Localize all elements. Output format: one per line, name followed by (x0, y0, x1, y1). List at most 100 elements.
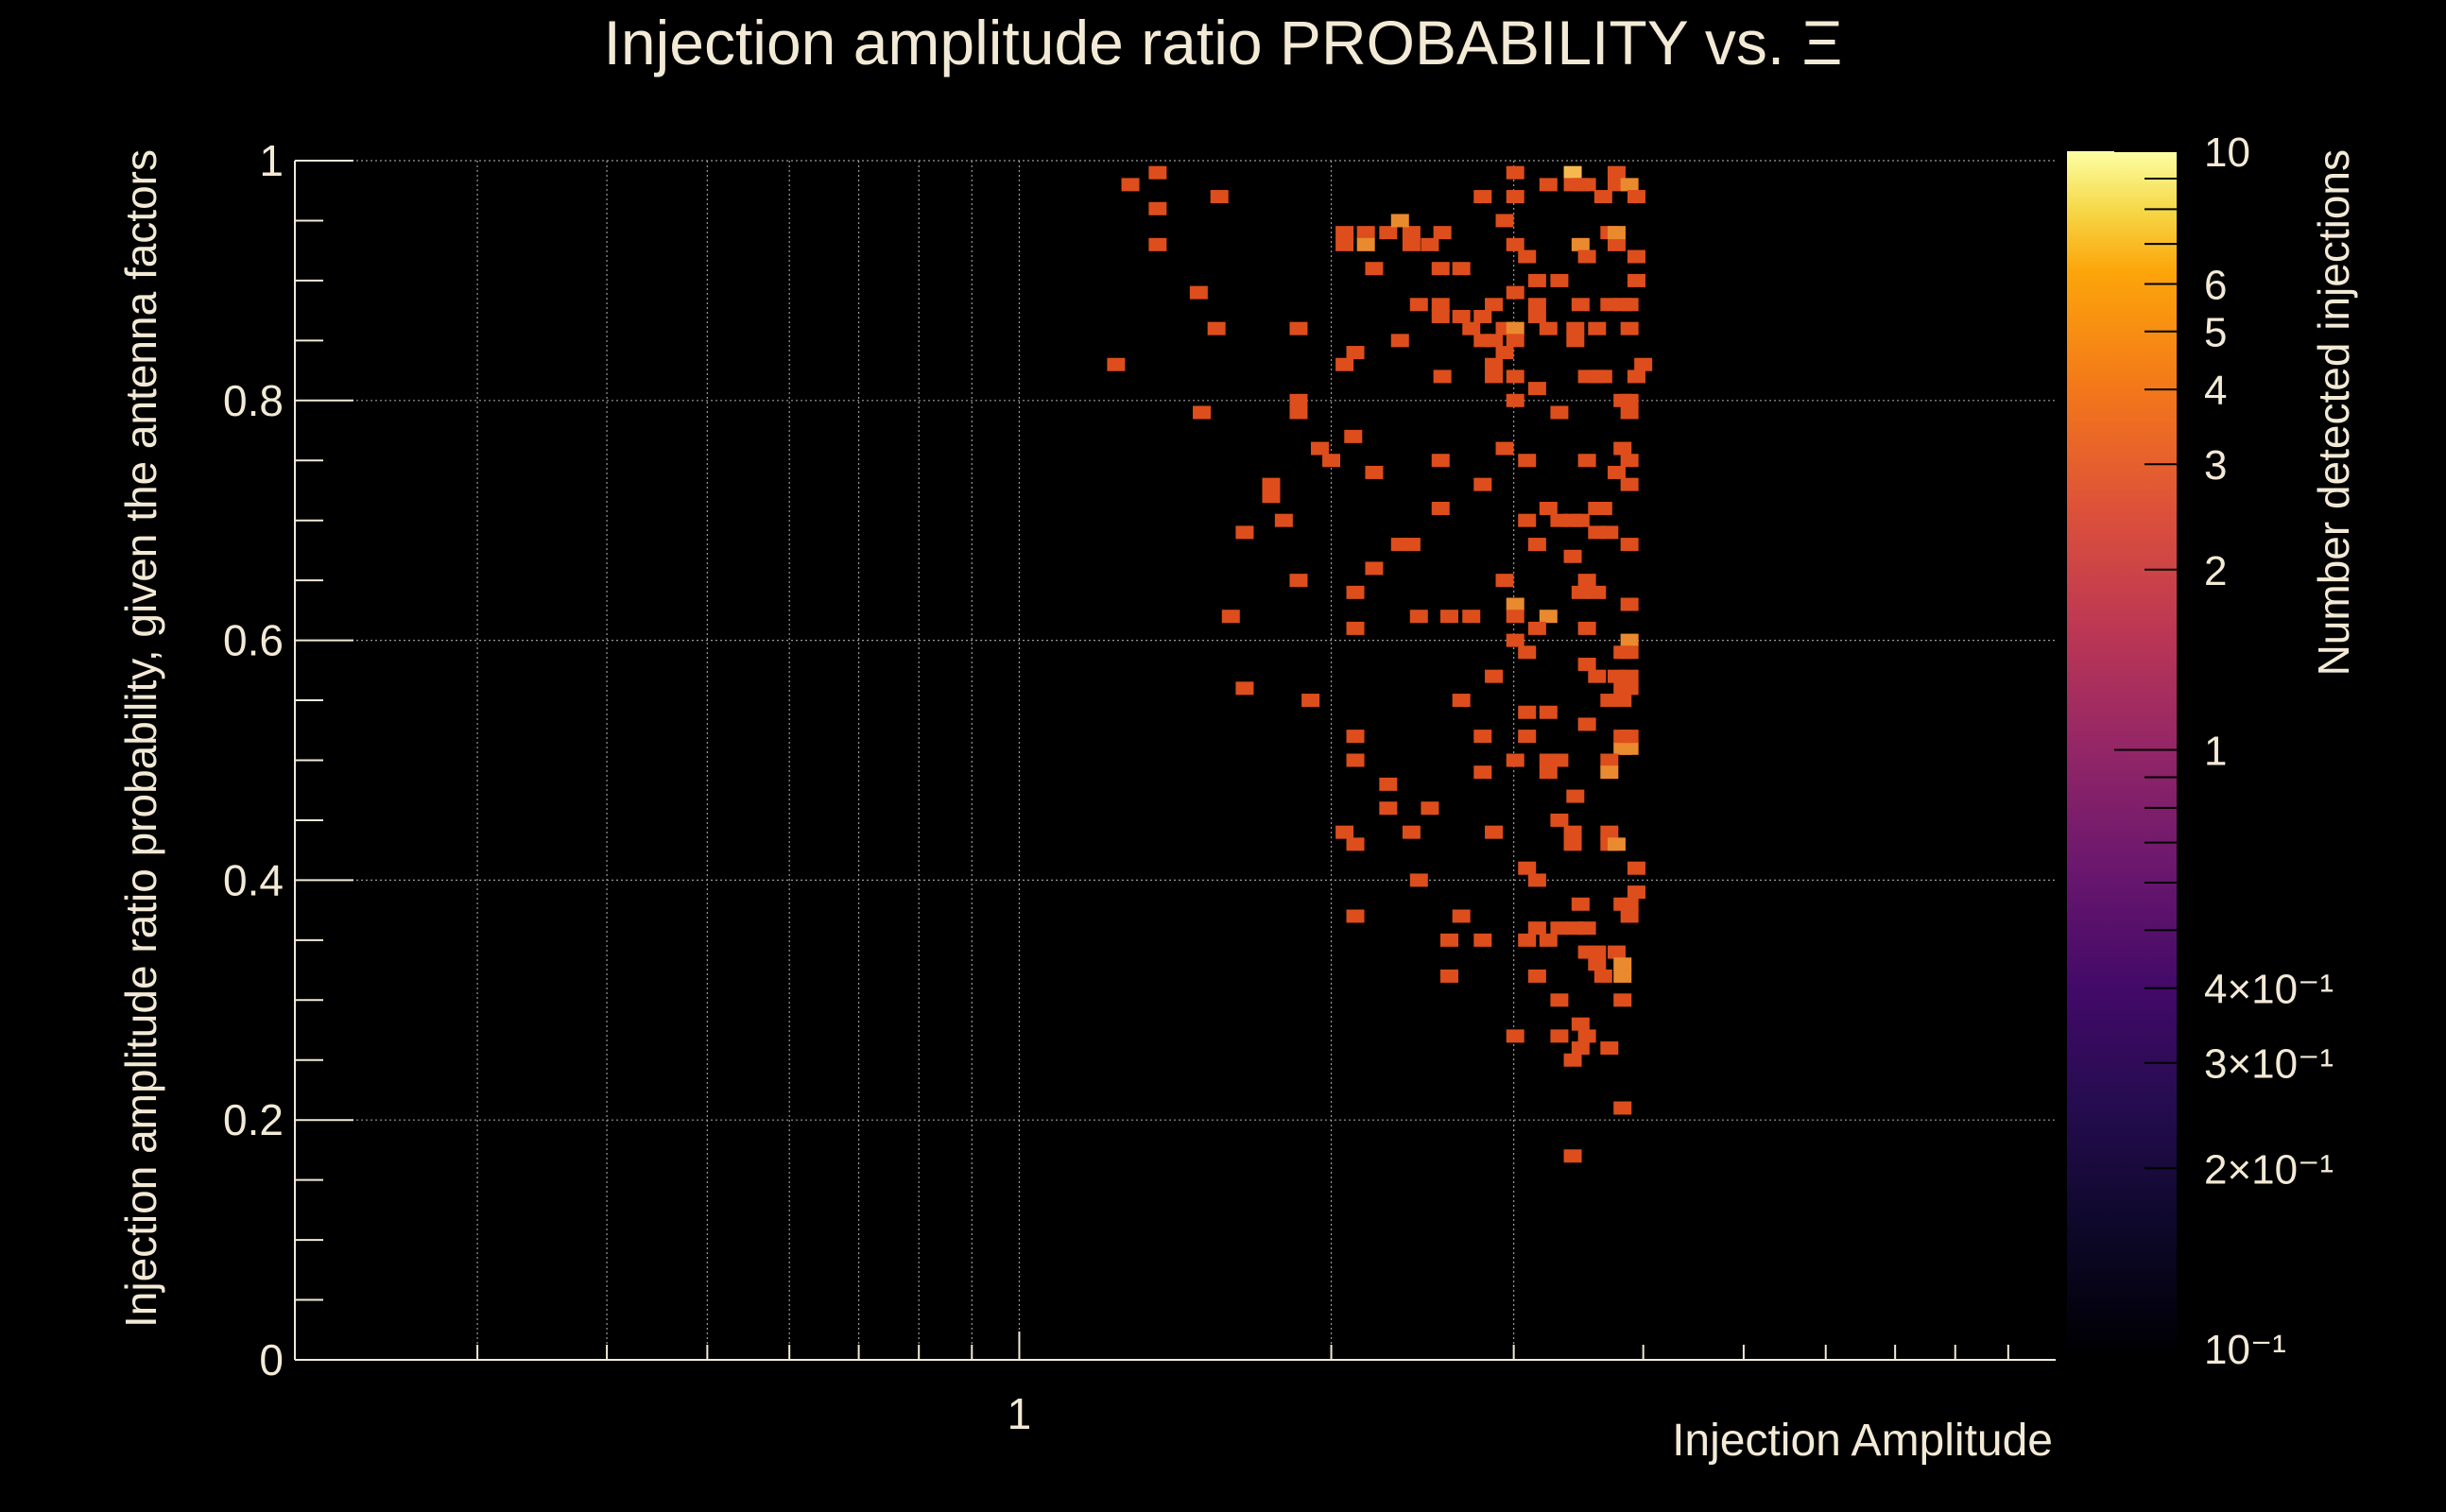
heatmap-cell (1527, 538, 1546, 552)
heatmap-cell (1346, 585, 1365, 599)
heatmap-cell (1600, 525, 1619, 540)
heatmap-cell (1620, 178, 1639, 192)
heatmap-cell (1600, 765, 1619, 780)
colorbar-label: Number detected injections (2309, 149, 2358, 676)
heatmap-cell (1346, 909, 1365, 923)
grid-lines (294, 160, 2056, 1360)
heatmap-cell (1365, 465, 1384, 479)
heatmap-cell (1613, 1101, 1632, 1115)
heatmap-cell (1613, 897, 1632, 911)
heatmap-cell (1550, 1029, 1569, 1043)
heatmap-cell (1527, 298, 1546, 312)
heatmap-cell (1593, 969, 1612, 983)
y-tick-label: 0.2 (223, 1095, 284, 1144)
heatmap-cell (1550, 813, 1569, 827)
heatmap-cell (1539, 502, 1558, 516)
heatmap-cell (1335, 825, 1354, 839)
heatmap-cell (1207, 321, 1226, 335)
heatmap-cell (1607, 945, 1626, 959)
heatmap-cell (1600, 753, 1619, 767)
colorbar-tick-label: 3×10⁻¹ (2204, 1041, 2334, 1088)
heatmap-cell (1506, 633, 1524, 647)
heatmap-cell (1518, 705, 1537, 719)
heatmap-cell (1335, 226, 1354, 240)
heatmap-cell (1346, 753, 1365, 767)
heatmap-cell (1620, 909, 1639, 923)
heatmap-cell (1473, 765, 1492, 780)
heatmap-cell (1221, 610, 1240, 624)
heatmap-cell (1485, 357, 1504, 371)
heatmap-cell (1289, 393, 1308, 407)
heatmap-cell (1620, 405, 1639, 420)
heatmap-cell (1402, 538, 1421, 552)
heatmap-cell (1577, 717, 1596, 731)
heatmap-cell (1485, 369, 1504, 384)
heatmap-cell (1566, 334, 1585, 348)
heatmap-cell (1563, 1053, 1582, 1067)
colorbar-tick-label: 3 (2204, 442, 2227, 489)
colorbar-tick-label: 1 (2204, 729, 2227, 775)
y-tick-label: 0.6 (223, 616, 284, 665)
heatmap-cell (1485, 669, 1504, 683)
heatmap-cell (1613, 969, 1632, 983)
heatmap-cell (1588, 669, 1607, 683)
heatmap-cell (1577, 454, 1596, 468)
heatmap-cell (1620, 633, 1639, 647)
colorbar-tick-label: 6 (2204, 263, 2227, 309)
heatmap-cell (1506, 1029, 1524, 1043)
heatmap-cell (1518, 513, 1537, 527)
y-tick-label: 1 (259, 136, 284, 185)
heatmap-cell (1506, 237, 1524, 251)
heatmap-cell (1274, 513, 1293, 527)
heatmap-cell (1518, 645, 1537, 660)
heatmap-cell (1485, 298, 1504, 312)
colorbar-tick-label: 10 (2204, 129, 2250, 176)
y-axis-label: Injection amplitude ratio probability, g… (116, 149, 165, 1328)
heatmap-cell (1620, 730, 1639, 744)
heatmap-cell (1588, 585, 1607, 599)
heatmap-cell (1439, 969, 1458, 983)
y-tick-label: 0 (259, 1335, 284, 1384)
heatmap-cell (1620, 669, 1639, 683)
heatmap-cell (1607, 837, 1626, 851)
heatmap-cell (1390, 334, 1409, 348)
heatmap-cell (1148, 165, 1167, 180)
heatmap-cell (1506, 165, 1524, 180)
heatmap-cell (1620, 645, 1639, 660)
heatmap-cell (1235, 681, 1254, 696)
heatmap-cell (1473, 309, 1492, 323)
heatmap-cell (1607, 165, 1626, 180)
heatmap-cell (1613, 694, 1632, 708)
heatmap-cell (1356, 226, 1375, 240)
heatmap-cell (1518, 454, 1537, 468)
heatmap-cell (1439, 610, 1458, 624)
heatmap-cell (1262, 490, 1281, 504)
heatmap-cell (1495, 574, 1514, 588)
heatmap-cell (1571, 513, 1590, 527)
heatmap-cell (1289, 574, 1308, 588)
heatmap-cell (1571, 298, 1590, 312)
colorbar-tick-label: 4 (2204, 368, 2227, 414)
heatmap-cell (1379, 226, 1398, 240)
heatmap-cell (1462, 321, 1481, 335)
heatmap-cell (1390, 214, 1409, 228)
heatmap-cell (1335, 237, 1354, 251)
x-axis-label: Injection Amplitude (1672, 1416, 2053, 1466)
heatmap-cell (1346, 621, 1365, 635)
heatmap-cell (1593, 190, 1612, 204)
heatmap-cell (1485, 825, 1504, 839)
heatmap-cell (1506, 597, 1524, 611)
heatmap-cell (1402, 226, 1421, 240)
chart-title: Injection amplitude ratio PROBABILITY vs… (604, 8, 1843, 77)
heatmap-cell (1310, 441, 1329, 455)
heatmap-cell (1506, 610, 1524, 624)
heatmap-cell (1193, 405, 1212, 420)
x-axis-ticks: 1 (294, 1332, 2009, 1438)
heatmap-cell (1379, 777, 1398, 791)
heatmap-cell (1571, 1017, 1590, 1031)
heatmap-cell (1550, 273, 1569, 287)
heatmap-cell (1620, 454, 1639, 468)
heatmap-cell (1627, 249, 1645, 264)
heatmap-cell (1527, 273, 1546, 287)
